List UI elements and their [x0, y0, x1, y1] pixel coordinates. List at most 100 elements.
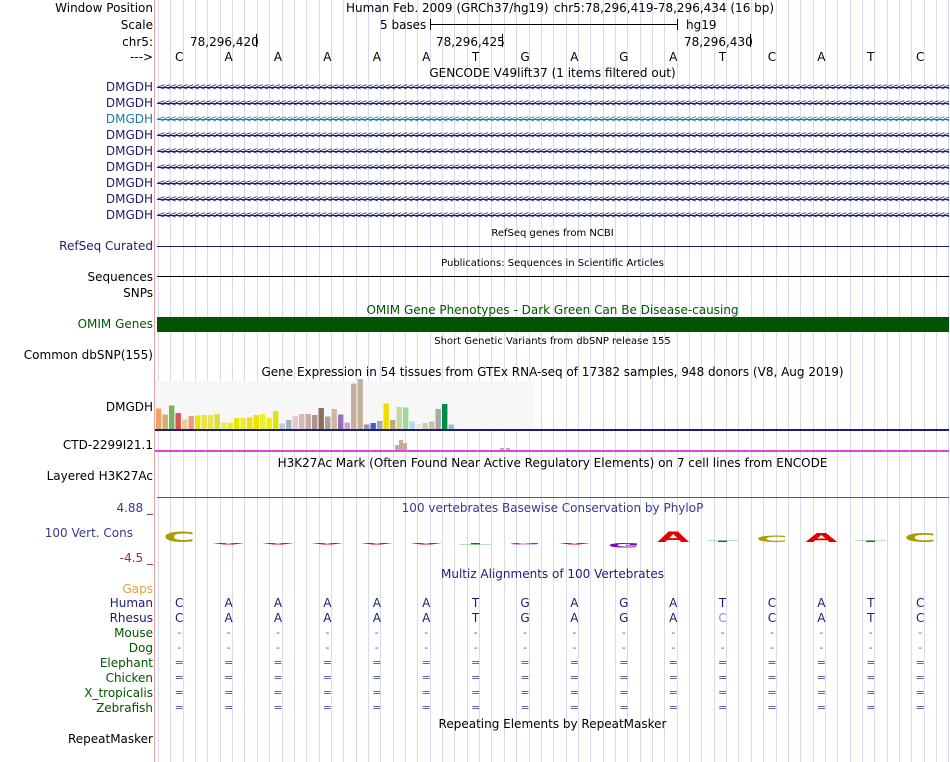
- gtex-tissue-bar[interactable]: [422, 423, 428, 429]
- h3k27-label[interactable]: Layered H3K27Ac: [46, 469, 153, 483]
- multiz-species-label[interactable]: Mouse: [114, 626, 153, 640]
- publications-label[interactable]: Sequences: [87, 270, 153, 284]
- gtex-tissue-bar[interactable]: [370, 423, 376, 429]
- refseq-label[interactable]: RefSeq Curated: [59, 239, 153, 253]
- gencode-track-title[interactable]: GENCODE V49lift37 (1 items filtered out): [429, 66, 676, 80]
- gtex-tissue-bar[interactable]: [227, 422, 233, 430]
- gtex-tissue-bar[interactable]: [169, 405, 175, 430]
- gtex-tissue-bar[interactable]: [240, 418, 246, 429]
- gencode-transcript-label[interactable]: DMGDH: [105, 112, 153, 126]
- gencode-transcript-label[interactable]: DMGDH: [105, 144, 153, 158]
- gtex-tissue-bar[interactable]: [234, 418, 240, 429]
- gtex-expression-chart[interactable]: [155, 378, 555, 453]
- multiz-track-title[interactable]: Multiz Alignments of 100 Vertebrates: [440, 567, 665, 581]
- h3k27-track-title[interactable]: H3K27Ac Mark (Often Found Near Active Re…: [277, 456, 828, 470]
- gtex-tissue-bar[interactable]: [305, 414, 311, 429]
- publications-track-title[interactable]: Publications: Sequences in Scientific Ar…: [441, 258, 664, 269]
- gtex-tissue-bar[interactable]: [448, 424, 454, 430]
- gtex-tissue-bar[interactable]: [299, 414, 305, 429]
- gtex-tissue-bar[interactable]: [182, 419, 188, 430]
- publications-line[interactable]: [157, 276, 949, 277]
- gtex-tissue-bar[interactable]: [292, 416, 298, 429]
- gencode-transcript-label[interactable]: DMGDH: [105, 80, 153, 94]
- gtex-tissue-bar[interactable]: [442, 404, 448, 429]
- gtex-tissue-bar[interactable]: [396, 407, 402, 429]
- gtex-tissue-bar[interactable]: [279, 423, 285, 430]
- gencode-transcript-label[interactable]: DMGDH: [105, 160, 153, 174]
- multiz-base: C: [767, 611, 777, 625]
- gtex-tissue-bar[interactable]: [221, 422, 227, 430]
- gtex-tissue-bar[interactable]: [266, 418, 272, 429]
- gtex-tissue-bar[interactable]: [208, 415, 214, 429]
- gtex-tissue-bar[interactable]: [325, 416, 331, 430]
- multiz-species-label[interactable]: X_tropicalis: [84, 686, 153, 700]
- gtex-tissue-bar[interactable]: [377, 421, 383, 429]
- gtex-tissue-bar[interactable]: [312, 415, 318, 429]
- phylop-conservation-plot[interactable]: C A A A A A T G A G A T C A T C: [155, 525, 950, 550]
- gtex-tissue-bar[interactable]: [195, 415, 201, 430]
- gtex-tissue-bar[interactable]: [331, 409, 337, 429]
- gtex-gene2-label[interactable]: CTD-2299I21.1: [62, 438, 153, 452]
- gencode-transcript-label[interactable]: DMGDH: [105, 96, 153, 110]
- refseq-gene-line[interactable]: [157, 246, 949, 247]
- gencode-transcript-label[interactable]: DMGDH: [105, 192, 153, 206]
- gtex-tissue-bar[interactable]: [175, 413, 181, 429]
- gencode-transcript-label[interactable]: DMGDH: [105, 128, 153, 142]
- gtex-tissue-bar[interactable]: [247, 417, 253, 430]
- gtex-track-title[interactable]: Gene Expression in 54 tissues from GTEx …: [261, 365, 844, 379]
- dbsnp-track-title[interactable]: Short Genetic Variants from dbSNP releas…: [434, 336, 671, 347]
- gtex-gene2-bar[interactable]: [506, 448, 510, 450]
- multiz-species-label[interactable]: Elephant: [99, 656, 153, 670]
- gtex-tissue-bar[interactable]: [435, 409, 441, 429]
- gtex-tissue-bar[interactable]: [201, 415, 207, 429]
- gtex-tissue-bar[interactable]: [188, 416, 194, 429]
- gtex-tissue-bar[interactable]: [214, 414, 220, 429]
- gtex-tissue-bar[interactable]: [416, 424, 422, 429]
- gtex-tissue-bar[interactable]: [351, 383, 357, 430]
- phylop-label[interactable]: 100 Vert. Cons: [44, 526, 133, 540]
- gtex-tissue-bar[interactable]: [338, 414, 344, 430]
- guide-line: [590, 0, 591, 762]
- multiz-species-label[interactable]: Rhesus: [109, 611, 153, 625]
- gtex-tissue-bar[interactable]: [162, 414, 168, 430]
- gtex-gene2-bar[interactable]: [500, 448, 504, 450]
- gtex-tissue-bar[interactable]: [344, 422, 350, 430]
- gtex-tissue-bar[interactable]: [403, 407, 409, 430]
- gtex-tissue-bar[interactable]: [156, 408, 162, 430]
- gtex-gene2-bar[interactable]: [399, 440, 403, 450]
- reference-base: C: [915, 50, 925, 64]
- gtex-tissue-bar[interactable]: [357, 379, 363, 429]
- multiz-species-label[interactable]: Human: [109, 596, 153, 610]
- multiz-species-label[interactable]: Zebrafish: [96, 701, 153, 715]
- gtex-gene1-label[interactable]: DMGDH: [105, 400, 153, 414]
- gtex-tissue-bar[interactable]: [409, 421, 415, 430]
- gtex-tissue-bar[interactable]: [364, 424, 370, 430]
- omim-phenotype-bar[interactable]: [157, 317, 949, 332]
- multiz-species-label[interactable]: Chicken: [105, 671, 153, 685]
- gtex-gene2-bar[interactable]: [395, 445, 399, 450]
- dbsnp-label[interactable]: Common dbSNP(155): [23, 348, 153, 362]
- gtex-tissue-bar[interactable]: [273, 411, 279, 429]
- omim-label[interactable]: OMIM Genes: [77, 317, 153, 331]
- refseq-track-title[interactable]: RefSeq genes from NCBI: [491, 228, 614, 239]
- gtex-tissue-bar[interactable]: [390, 420, 396, 429]
- multiz-species-label[interactable]: Dog: [128, 641, 153, 655]
- gaps-label[interactable]: Gaps: [122, 582, 153, 596]
- snps-label[interactable]: SNPs: [123, 286, 153, 300]
- gtex-tissue-bar[interactable]: [383, 403, 389, 430]
- repeatmasker-label[interactable]: RepeatMasker: [67, 732, 153, 746]
- gtex-tissue-bar[interactable]: [286, 420, 292, 429]
- gencode-transcript-label[interactable]: DMGDH: [105, 176, 153, 190]
- reference-base: A: [323, 50, 332, 64]
- gtex-tissue-bar[interactable]: [260, 414, 266, 429]
- gtex-gene2-bar[interactable]: [403, 443, 407, 450]
- gtex-tissue-bar[interactable]: [429, 421, 435, 430]
- phylop-track-title[interactable]: 100 vertebrates Basewise Conservation by…: [401, 501, 704, 515]
- gencode-transcript-label[interactable]: DMGDH: [105, 208, 153, 222]
- omim-track-title[interactable]: OMIM Gene Phenotypes - Dark Green Can Be…: [366, 303, 739, 317]
- repeatmasker-track-title[interactable]: Repeating Elements by RepeatMasker: [438, 717, 667, 731]
- multiz-base: -: [177, 626, 182, 639]
- gtex-tissue-bar[interactable]: [318, 408, 324, 429]
- gtex-tissue-bar[interactable]: [253, 415, 259, 429]
